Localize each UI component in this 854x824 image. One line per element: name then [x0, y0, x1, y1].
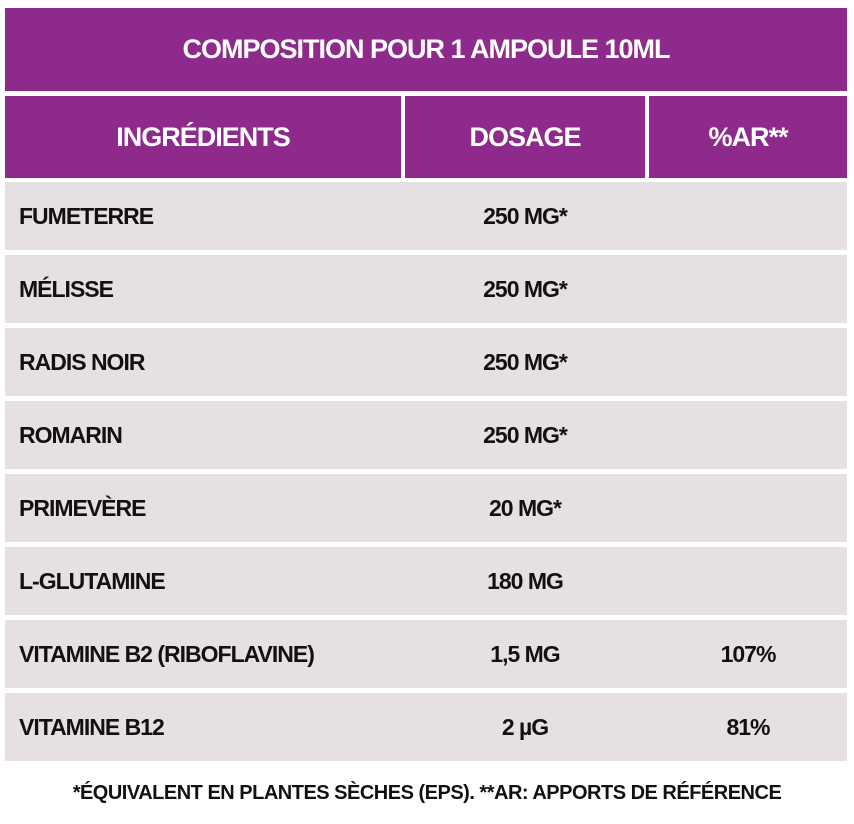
ingredient-cell: PRIMEVÈRE	[19, 494, 146, 521]
ingredient-cell: VITAMINE B2 (RIBOFLAVINE)	[19, 640, 315, 667]
column-header-ingredients: INGRÉDIENTS	[5, 96, 401, 178]
table-body: FUMETERRE 250 MG* MÉLISSE 250 MG* RADIS …	[5, 182, 847, 766]
ingredient-cell: MÉLISSE	[19, 275, 114, 302]
table-header: INGRÉDIENTS DOSAGE %AR**	[0, 96, 854, 178]
ingredient-cell: RADIS NOIR	[19, 348, 145, 375]
ar-cell	[649, 547, 847, 615]
table-row: ROMARIN 250 MG*	[5, 401, 847, 469]
dosage-cell: 2 µG	[501, 713, 549, 740]
table-row: RADIS NOIR 250 MG*	[5, 328, 847, 396]
footnote: *ÉQUIVALENT EN PLANTES SÈCHES (EPS). **A…	[72, 782, 782, 804]
ar-cell	[649, 401, 847, 469]
dosage-cell: 20 MG*	[489, 494, 562, 521]
table-row: L-GLUTAMINE 180 MG	[5, 547, 847, 615]
ar-cell	[649, 328, 847, 396]
table-row: MÉLISSE 250 MG*	[5, 255, 847, 323]
table-row: VITAMINE B2 (RIBOFLAVINE) 1,5 MG 107%	[5, 620, 847, 688]
ar-cell: 81%	[726, 713, 770, 740]
ingredient-cell: L-GLUTAMINE	[19, 567, 166, 594]
table-row: PRIMEVÈRE 20 MG*	[5, 474, 847, 542]
table-title: COMPOSITION POUR 1 AMPOULE 10ML	[5, 8, 847, 91]
dosage-cell: 250 MG*	[483, 421, 568, 448]
dosage-cell: 180 MG	[487, 567, 564, 594]
table-row: FUMETERRE 250 MG*	[5, 182, 847, 250]
ingredient-cell: FUMETERRE	[19, 202, 154, 229]
dosage-cell: 1,5 MG	[490, 640, 560, 667]
ar-cell	[649, 182, 847, 250]
dosage-cell: 250 MG*	[483, 202, 568, 229]
column-header-ar: %AR**	[649, 96, 847, 178]
dosage-cell: 250 MG*	[483, 275, 568, 302]
table-row: VITAMINE B12 2 µG 81%	[5, 693, 847, 761]
ingredient-cell: VITAMINE B12	[19, 713, 165, 740]
ingredient-cell: ROMARIN	[19, 421, 123, 448]
dosage-cell: 250 MG*	[483, 348, 568, 375]
ar-cell	[649, 474, 847, 542]
ar-cell	[649, 255, 847, 323]
ar-cell: 107%	[720, 640, 777, 667]
column-header-dosage: DOSAGE	[405, 96, 645, 178]
